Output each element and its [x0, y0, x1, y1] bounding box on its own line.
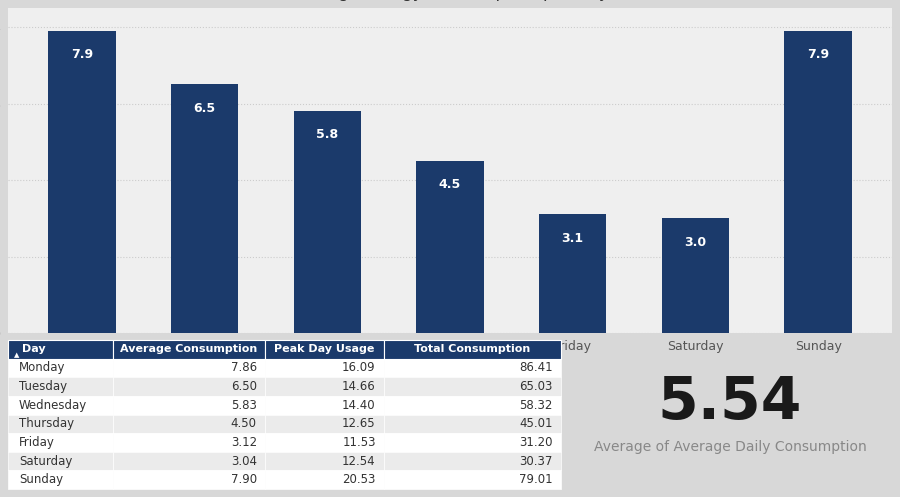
- Bar: [113, 396, 266, 414]
- Bar: [171, 84, 238, 333]
- Text: 45.01: 45.01: [519, 417, 553, 430]
- Text: 3.1: 3.1: [562, 232, 584, 245]
- Bar: [8, 340, 113, 359]
- Text: Average of Average Daily Consumption: Average of Average Daily Consumption: [594, 440, 867, 454]
- Bar: [266, 414, 384, 433]
- Text: 5.54: 5.54: [658, 374, 802, 431]
- Text: Friday: Friday: [19, 436, 55, 449]
- Bar: [113, 340, 266, 359]
- Bar: [266, 359, 384, 377]
- Text: Total Consumption: Total Consumption: [414, 344, 531, 354]
- Text: 30.37: 30.37: [519, 455, 553, 468]
- Text: Average Consumption: Average Consumption: [121, 344, 257, 354]
- Bar: [266, 377, 384, 396]
- Text: Day: Day: [22, 344, 45, 354]
- Bar: [8, 470, 113, 489]
- Text: Saturday: Saturday: [19, 455, 72, 468]
- Bar: [8, 452, 113, 470]
- Text: 3.0: 3.0: [684, 236, 706, 248]
- Text: 12.54: 12.54: [342, 455, 375, 468]
- Bar: [113, 359, 266, 377]
- Text: ▲: ▲: [14, 352, 19, 358]
- Bar: [539, 215, 607, 333]
- Bar: [8, 377, 113, 396]
- Bar: [293, 111, 361, 333]
- Bar: [384, 414, 561, 433]
- Text: 4.5: 4.5: [439, 178, 461, 191]
- Text: 5.8: 5.8: [316, 128, 338, 142]
- Text: 14.66: 14.66: [342, 380, 375, 393]
- Bar: [113, 414, 266, 433]
- Bar: [384, 396, 561, 414]
- Bar: [49, 31, 116, 333]
- Bar: [113, 452, 266, 470]
- Text: Thursday: Thursday: [19, 417, 74, 430]
- Text: Tuesday: Tuesday: [19, 380, 68, 393]
- Bar: [8, 414, 113, 433]
- Bar: [8, 433, 113, 452]
- Bar: [384, 359, 561, 377]
- Text: 58.32: 58.32: [519, 399, 553, 412]
- Text: 79.01: 79.01: [519, 473, 553, 486]
- Text: Peak Day Usage: Peak Day Usage: [274, 344, 374, 354]
- Text: 7.9: 7.9: [807, 48, 829, 61]
- Text: 86.41: 86.41: [519, 361, 553, 374]
- Text: 20.53: 20.53: [342, 473, 375, 486]
- Bar: [266, 452, 384, 470]
- Text: 14.40: 14.40: [342, 399, 375, 412]
- Bar: [266, 396, 384, 414]
- Bar: [417, 161, 483, 333]
- Text: 3.12: 3.12: [230, 436, 256, 449]
- Bar: [8, 359, 113, 377]
- Bar: [384, 452, 561, 470]
- Text: Sunday: Sunday: [19, 473, 63, 486]
- Text: 65.03: 65.03: [519, 380, 553, 393]
- Bar: [662, 218, 729, 333]
- Bar: [266, 340, 384, 359]
- Text: 7.86: 7.86: [230, 361, 256, 374]
- Text: 12.65: 12.65: [342, 417, 375, 430]
- Text: 7.90: 7.90: [230, 473, 256, 486]
- Bar: [384, 377, 561, 396]
- Text: 11.53: 11.53: [342, 436, 375, 449]
- Text: Wednesday: Wednesday: [19, 399, 87, 412]
- Bar: [384, 470, 561, 489]
- Bar: [384, 340, 561, 359]
- Bar: [784, 31, 851, 333]
- Bar: [266, 433, 384, 452]
- Text: 3.04: 3.04: [230, 455, 256, 468]
- Bar: [266, 470, 384, 489]
- Text: 6.5: 6.5: [194, 102, 216, 115]
- Text: 7.9: 7.9: [71, 48, 93, 61]
- Bar: [113, 433, 266, 452]
- Bar: [384, 433, 561, 452]
- Title: Average Energy Consumption per Day: Average Energy Consumption per Day: [291, 0, 609, 1]
- Text: 4.50: 4.50: [230, 417, 256, 430]
- Bar: [8, 396, 113, 414]
- Bar: [113, 470, 266, 489]
- Bar: [113, 377, 266, 396]
- Text: 6.50: 6.50: [230, 380, 256, 393]
- Text: 5.83: 5.83: [231, 399, 256, 412]
- Text: Monday: Monday: [19, 361, 66, 374]
- Text: 31.20: 31.20: [519, 436, 553, 449]
- Text: 16.09: 16.09: [342, 361, 375, 374]
